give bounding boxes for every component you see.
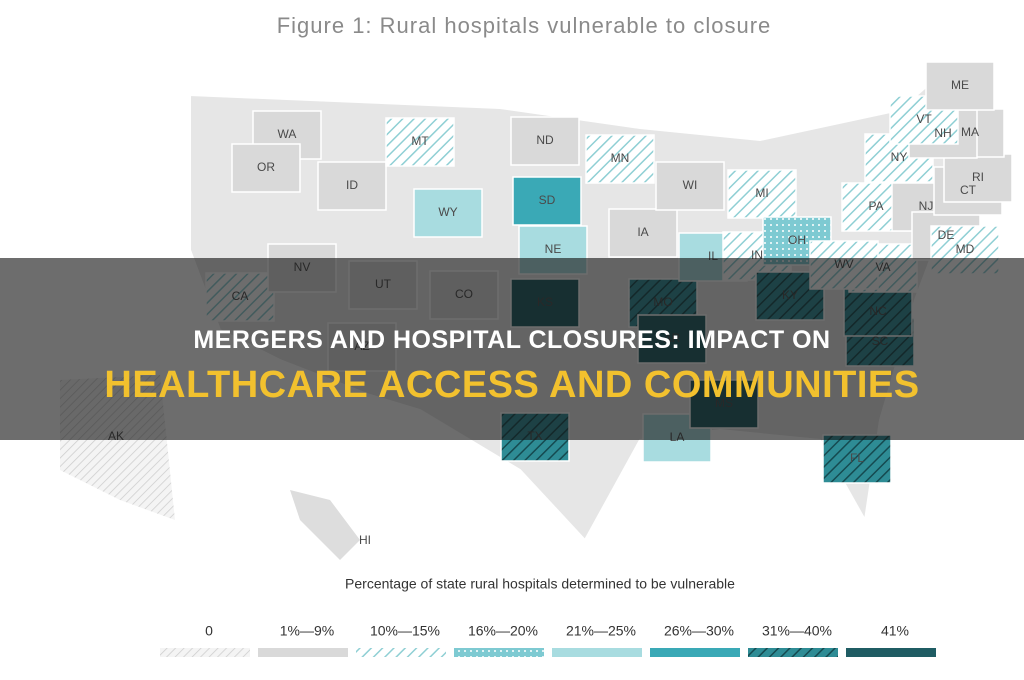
legend-swatch xyxy=(846,648,936,657)
state-label: VT xyxy=(916,112,932,126)
state-label: NY xyxy=(891,150,908,164)
state-label: DE xyxy=(938,228,955,242)
state-label: CT xyxy=(960,183,977,197)
state-label: ID xyxy=(346,178,358,192)
legend-label: 31%—40% xyxy=(762,623,832,639)
state-label: IL xyxy=(708,249,718,263)
banner-line-2: HEALTHCARE ACCESS AND COMMUNITIES xyxy=(104,364,920,406)
legend-label: 10%—15% xyxy=(370,623,440,639)
banner xyxy=(0,258,1024,440)
state-shape xyxy=(413,188,483,238)
state-shape xyxy=(317,161,387,211)
legend-swatch xyxy=(356,648,446,657)
state-label: ND xyxy=(536,133,554,147)
state-shape xyxy=(822,434,892,484)
legend-swatch xyxy=(454,648,544,657)
state-label: WY xyxy=(438,205,457,219)
hawaii-shape xyxy=(290,490,360,560)
state-label: PA xyxy=(868,199,883,213)
legend-swatch xyxy=(552,648,642,657)
state-shape xyxy=(510,116,580,166)
state-label: NE xyxy=(545,242,562,256)
legend-swatch xyxy=(160,648,250,657)
legend-label: 41% xyxy=(881,623,909,639)
state-label: NH xyxy=(934,126,951,140)
state-label: MI xyxy=(755,186,768,200)
state-label: WI xyxy=(683,178,698,192)
state-label: MD xyxy=(956,242,975,256)
state-label: MA xyxy=(961,125,979,139)
legend-label: 0 xyxy=(205,623,213,639)
state-shape xyxy=(512,176,582,226)
state-label: SD xyxy=(539,193,556,207)
state-shape xyxy=(608,208,678,258)
state-shape xyxy=(385,117,455,167)
legend-label: 26%—30% xyxy=(664,623,734,639)
state-shape xyxy=(231,143,301,193)
state-label: RI xyxy=(972,170,984,184)
state-shape xyxy=(727,169,797,219)
state-label: HI xyxy=(359,533,371,547)
state-shape xyxy=(925,61,995,111)
state-shape xyxy=(655,161,725,211)
state-label: MN xyxy=(611,151,630,165)
legend-swatch xyxy=(748,648,838,657)
state-label: NJ xyxy=(919,199,934,213)
state-label: OR xyxy=(257,160,275,174)
legend-label: 21%—25% xyxy=(566,623,636,639)
state-label: ME xyxy=(951,78,969,92)
state-label: WA xyxy=(278,127,297,141)
state-label: IA xyxy=(637,225,648,239)
figure-title: Figure 1: Rural hospitals vulnerable to … xyxy=(277,13,772,38)
state-shape xyxy=(585,134,655,184)
legend-label: 1%—9% xyxy=(280,623,334,639)
state-label: MT xyxy=(411,134,429,148)
state-label: OH xyxy=(788,233,806,247)
legend-label: 16%—20% xyxy=(468,623,538,639)
state-label: FL xyxy=(850,451,864,465)
legend-title: Percentage of state rural hospitals dete… xyxy=(345,576,735,592)
legend-swatch xyxy=(258,648,348,657)
banner-line-1: MERGERS AND HOSPITAL CLOSURES: IMPACT ON xyxy=(193,326,831,354)
legend-swatch xyxy=(650,648,740,657)
